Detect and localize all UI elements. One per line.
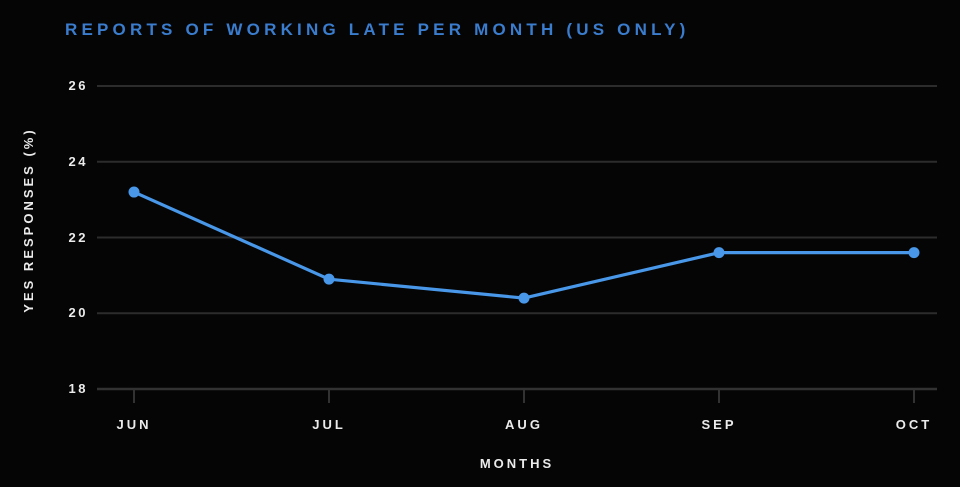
y-tick-label: 18 bbox=[68, 381, 88, 396]
y-tick-label: 24 bbox=[68, 153, 88, 169]
y-tick-label: 20 bbox=[68, 305, 88, 321]
x-tick-label: AUG bbox=[505, 417, 543, 432]
x-tick-label: OCT bbox=[895, 417, 933, 432]
y-tick-label: 26 bbox=[68, 78, 88, 93]
x-tick-label: SEP bbox=[701, 417, 737, 432]
data-point bbox=[323, 273, 335, 285]
x-axis-label: MONTHS bbox=[479, 456, 555, 471]
data-point bbox=[908, 247, 920, 259]
data-line bbox=[132, 190, 916, 300]
y-tick-label: 22 bbox=[68, 229, 88, 245]
data-point bbox=[518, 292, 530, 304]
chart-title: REPORTS OF WORKING LATE PER MONTH (US ON… bbox=[65, 20, 690, 39]
data-point bbox=[713, 247, 725, 259]
x-tick-label: JUL bbox=[312, 417, 346, 432]
x-tick-label: JUN bbox=[116, 417, 152, 432]
data-point bbox=[128, 186, 140, 198]
